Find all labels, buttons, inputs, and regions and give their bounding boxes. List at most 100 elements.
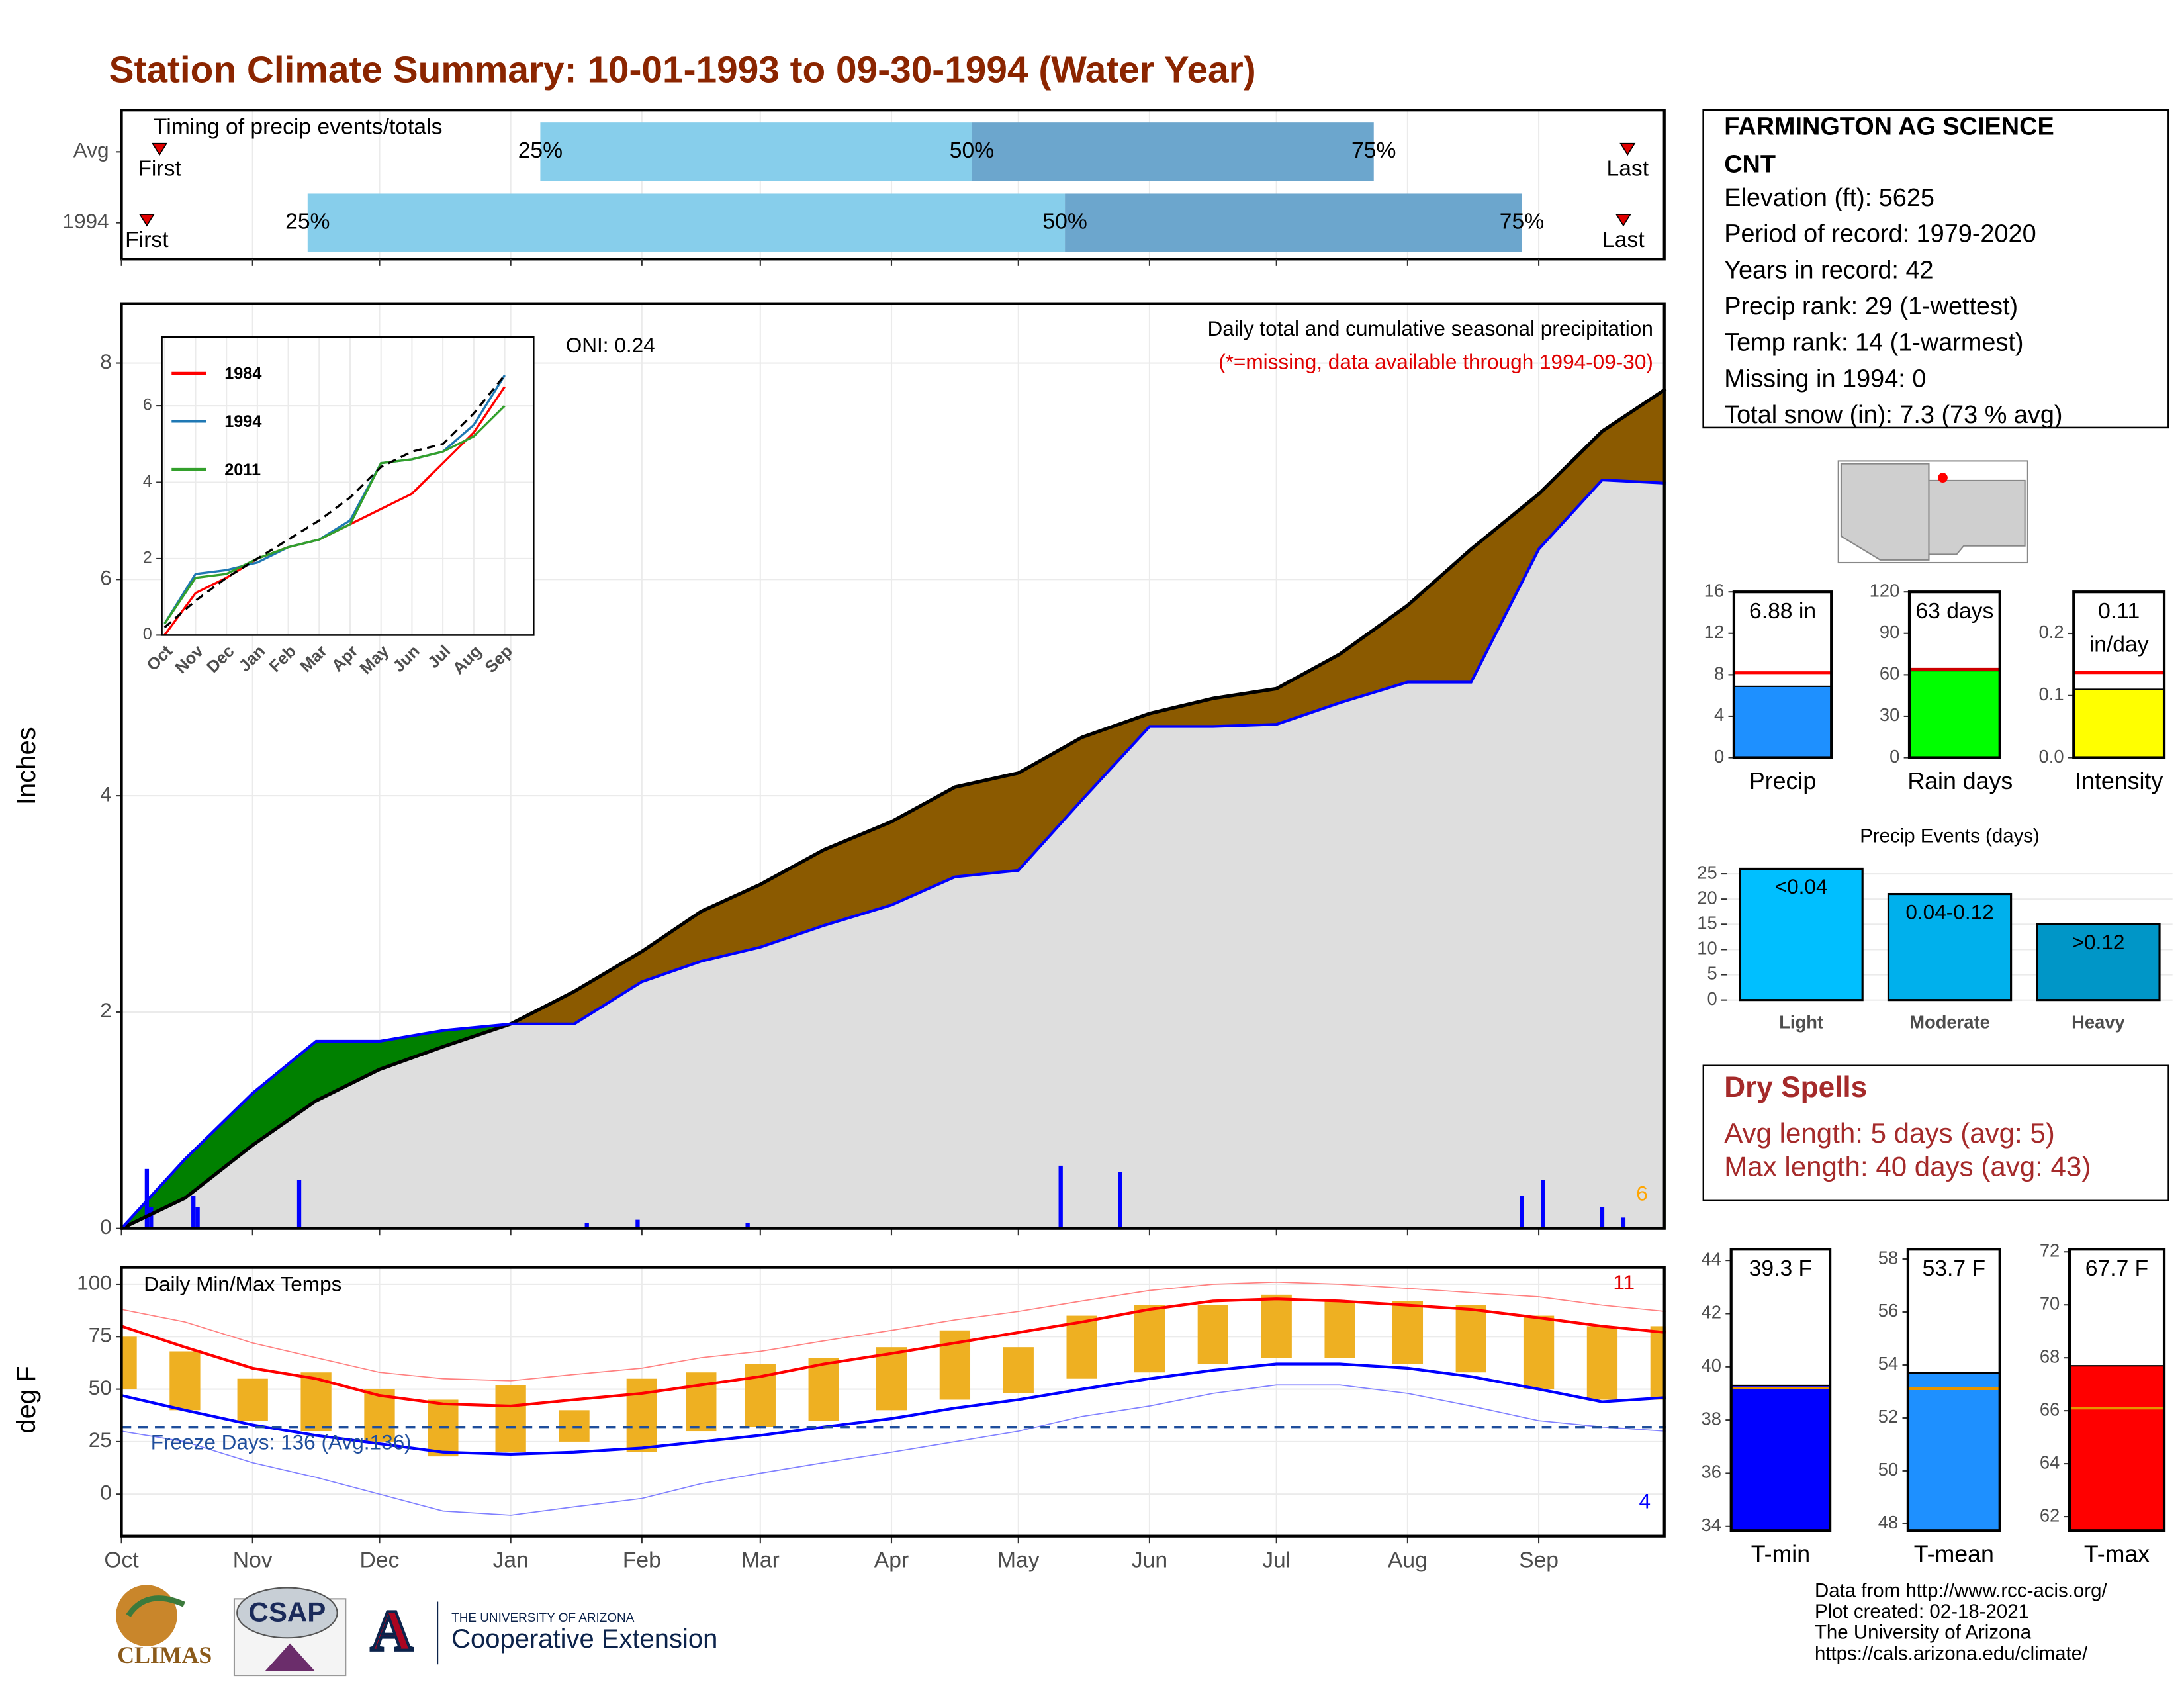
timing-title: Timing of precip events/totals xyxy=(154,115,442,139)
y-tick-label: 8 xyxy=(1714,663,1724,684)
locator-map xyxy=(1837,460,2028,564)
quartile-label: 50% xyxy=(1042,210,1087,234)
legend-label: 2011 xyxy=(224,461,261,479)
daily-temp-bar xyxy=(121,1336,137,1389)
x-tick-label: Jul xyxy=(1262,1548,1291,1572)
y-tick-label: 58 xyxy=(1878,1247,1898,1268)
y-tick-label: 4 xyxy=(100,782,112,806)
bin-label: >0.12 xyxy=(2072,930,2125,954)
y-tick-label: 6 xyxy=(143,396,152,414)
x-tick-label: Sep xyxy=(1519,1548,1559,1572)
x-tick-label: Oct xyxy=(104,1548,139,1572)
daily-temp-bar xyxy=(686,1372,717,1432)
chart-subtitle: (*=missing, data available through 1994-… xyxy=(1218,350,1653,373)
station-info: Missing in 1994: 0 xyxy=(1724,365,1926,393)
average-line xyxy=(120,387,1667,1231)
y-tick-label: 62 xyxy=(2040,1505,2060,1525)
climas-logo xyxy=(116,1585,177,1646)
station-info: Precip rank: 29 (1-wettest) xyxy=(1724,293,2018,320)
x-tick-label: Dec xyxy=(360,1548,400,1572)
y-tick-label: 75 xyxy=(89,1323,112,1347)
quartile-label: 25% xyxy=(285,210,330,234)
daily-precip-bar xyxy=(1600,1207,1605,1229)
quartile-label: 75% xyxy=(1500,210,1544,234)
category-label: Intensity xyxy=(2075,768,2163,794)
normal-high-line xyxy=(120,1297,1666,1408)
quartile-label: 75% xyxy=(1351,138,1396,163)
event-marker xyxy=(152,142,168,156)
value-label: 0.11 in/day xyxy=(2089,600,2149,658)
event-bar xyxy=(2036,923,2161,1002)
value-label: 63 days xyxy=(1915,600,1994,624)
normal-low-line xyxy=(121,1362,1666,1456)
event-label: First xyxy=(138,157,181,181)
daily-precip-bar xyxy=(1520,1196,1524,1229)
value-label-box: 6.88 in xyxy=(1749,600,1816,624)
y-tick-label: 40 xyxy=(1702,1355,1721,1376)
event-label: Last xyxy=(1602,228,1645,252)
y-tick-label: 48 xyxy=(1878,1512,1898,1532)
daily-precip-bar xyxy=(195,1207,200,1229)
station-info: Total snow (in): 7.3 (73 % avg) xyxy=(1724,401,2062,429)
row-label: 1994 xyxy=(62,209,109,233)
daily-precip-bar xyxy=(191,1196,196,1229)
plot-border xyxy=(120,302,1666,1230)
y-tick-label: 25 xyxy=(89,1428,112,1452)
y-tick-label: 54 xyxy=(1878,1353,1898,1374)
y-tick-label: 0 xyxy=(100,1215,112,1239)
daily-temp-bar xyxy=(1134,1305,1165,1373)
daily-temp-bar xyxy=(169,1351,201,1411)
station-dot xyxy=(1938,473,1948,483)
daily-temp-bar xyxy=(1261,1294,1292,1358)
category-label: T-max xyxy=(2084,1541,2150,1568)
y-tick-label: 20 xyxy=(1697,887,1717,908)
station-info: Temp rank: 14 (1-warmest) xyxy=(1724,329,2023,357)
coop-ext: Cooperative Extension xyxy=(451,1624,717,1654)
chart-title: Daily Min/Max Temps xyxy=(144,1272,341,1295)
x-tick-label: Apr xyxy=(874,1548,909,1572)
quartile-bar xyxy=(972,122,1374,181)
dry-spell-line: Avg length: 5 days (avg: 5) xyxy=(1724,1117,2055,1149)
daily-precip-bar xyxy=(584,1223,589,1229)
value-label: 53.7 F xyxy=(1922,1257,1986,1282)
plot-border xyxy=(120,1266,1666,1538)
y-tick-label: 38 xyxy=(1702,1408,1721,1429)
chart-title: Daily total and cumulative seasonal prec… xyxy=(1208,316,1653,340)
daily-precip-bar xyxy=(296,1180,302,1229)
x-tick-label: Feb xyxy=(623,1548,661,1572)
footer-line: Plot created: 02-18-2021 xyxy=(1815,1601,2029,1622)
freeze-label: Freeze Days: 136 (Avg:136) xyxy=(151,1430,412,1454)
quartile-label: 25% xyxy=(518,138,563,163)
y-tick-label: 66 xyxy=(2040,1399,2060,1419)
y-tick-label: 36 xyxy=(1702,1462,1721,1482)
daily-temp-bar xyxy=(876,1347,907,1411)
footer-line: Data from http://www.rcc-acis.org/ xyxy=(1815,1580,2107,1602)
value-label: 39.3 F xyxy=(1749,1257,1813,1282)
stat-border xyxy=(1729,1248,1832,1532)
daily-precip-bar xyxy=(1118,1172,1122,1229)
value-label: 67.7 F xyxy=(2085,1257,2149,1282)
value-label-box: 0.11 in/day xyxy=(2089,600,2149,658)
y-axis-title: deg F xyxy=(12,1366,41,1433)
station-name: CNT xyxy=(1724,150,1776,178)
inset-frame xyxy=(161,337,534,635)
daily-temp-bar xyxy=(237,1378,268,1421)
stat-bar xyxy=(1733,685,1833,759)
x-tick-label: Nov xyxy=(233,1548,273,1572)
y-tick-label: 0.0 xyxy=(2039,746,2064,767)
x-tick-label: Mar xyxy=(741,1548,780,1572)
y-tick-label: 25 xyxy=(1697,862,1717,882)
observed-line xyxy=(120,478,1666,1230)
csap-cloud xyxy=(236,1587,338,1639)
stat-bar xyxy=(2073,688,2165,759)
daily-temp-bar xyxy=(1197,1305,1228,1364)
event-marker xyxy=(1615,214,1631,227)
event-bar xyxy=(1887,892,2013,1002)
event-marker xyxy=(138,214,155,227)
event-marker xyxy=(1619,142,1636,156)
record-low-line xyxy=(121,1384,1666,1516)
y-tick-label: 52 xyxy=(1878,1406,1898,1427)
value-label-box: 67.7 F xyxy=(2085,1257,2149,1282)
y-tick-label: 30 xyxy=(1880,704,1899,725)
